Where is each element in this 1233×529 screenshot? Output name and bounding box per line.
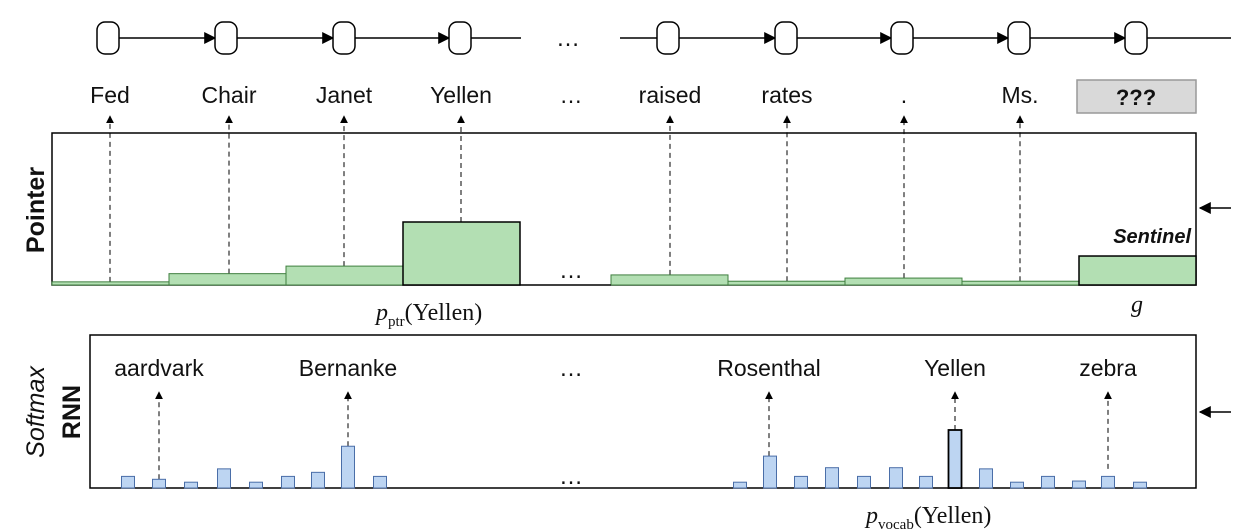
pointer-side-label: Pointer	[22, 167, 50, 253]
vocab-bar	[341, 445, 355, 489]
vocab-bar	[947, 429, 963, 489]
softmax-ellipsis-top: …	[559, 355, 583, 382]
vocab-bar	[281, 475, 295, 489]
query-token-label: ???	[1116, 85, 1156, 110]
rnn-cell	[96, 21, 120, 55]
vocab-bar	[919, 475, 933, 489]
token-label: Chair	[202, 82, 257, 108]
pointer-bar	[402, 221, 521, 286]
pointer-bar	[961, 280, 1080, 286]
pointer-bars	[51, 221, 1197, 286]
pointer-bar	[844, 277, 963, 286]
vocab-bar	[217, 468, 231, 489]
chain-ellipsis: …	[556, 25, 580, 52]
vocab-bars	[121, 429, 1147, 489]
token-label: Janet	[316, 82, 373, 108]
token-label: Ms.	[1001, 82, 1038, 108]
pointer-bar	[610, 274, 729, 286]
gate-label: g	[1131, 292, 1143, 318]
rnn-cell	[656, 21, 680, 55]
rnn-cell	[1007, 21, 1031, 55]
token-label: …	[560, 82, 583, 108]
token-label: rates	[761, 82, 812, 108]
pointer-ellipsis: …	[559, 257, 583, 284]
vocab-bar	[979, 468, 993, 489]
vocab-bar	[373, 475, 387, 489]
vocab-bar	[794, 475, 808, 489]
vocab-bar	[311, 471, 325, 489]
token-label: raised	[639, 82, 702, 108]
query-token-box	[1076, 79, 1197, 114]
pointer-bar	[168, 273, 287, 286]
vocab-prob-label: pvocab(Yellen)	[864, 503, 991, 529]
vocab-bar	[889, 467, 903, 489]
vocab-bar	[763, 455, 777, 489]
pointer-bar	[285, 265, 404, 286]
vocab-word-label: Rosenthal	[717, 355, 821, 381]
vocab-word-label: Bernanke	[299, 355, 397, 381]
token-label: Yellen	[430, 82, 492, 108]
vocab-word-label: zebra	[1079, 355, 1137, 381]
vocab-bar	[1133, 481, 1147, 489]
vocab-word-label: Yellen	[924, 355, 986, 381]
token-label: Fed	[90, 82, 130, 108]
rnn-cell	[332, 21, 356, 55]
rnn-cell	[448, 21, 472, 55]
softmax-ellipsis-bottom: …	[559, 463, 583, 490]
vocab-bar	[1010, 481, 1024, 489]
vocab-bar	[1072, 480, 1086, 489]
vocab-bar	[121, 475, 135, 489]
vocab-bar	[184, 481, 198, 489]
rnn-chain	[96, 21, 1231, 55]
vocab-bar	[825, 467, 839, 489]
vocab-labels: aardvark Bernanke Rosenthal Yellen zebra	[114, 355, 1137, 480]
pointer-panel	[51, 132, 1197, 286]
rnn-cell	[890, 21, 914, 55]
pointer-bar	[727, 280, 846, 286]
pointer-prob-label: pptr(Yellen)	[374, 300, 482, 330]
rnn-cell	[214, 21, 238, 55]
pointer-bar	[51, 281, 170, 286]
token-labels: Fed Chair Janet Yellen … raised rates. Ms.	[90, 82, 1038, 108]
sentinel-label: Sentinel	[1113, 226, 1191, 248]
softmax-panel	[89, 334, 1197, 489]
softmax-side-label: Softmax	[22, 365, 50, 458]
sentinel-bar	[1078, 255, 1197, 286]
vocab-bar	[152, 478, 166, 489]
pointer-arrows	[106, 115, 1024, 282]
token-label: .	[901, 82, 907, 108]
vocab-word-label: aardvark	[114, 355, 204, 381]
vocab-bar	[249, 481, 263, 489]
vocab-bar	[857, 475, 871, 489]
vocab-bar	[1101, 475, 1115, 489]
vocab-bar	[1041, 475, 1055, 489]
rnn-cell	[1124, 21, 1148, 55]
rnn-cell	[774, 21, 798, 55]
vocab-bar	[733, 481, 747, 489]
rnn-side-label: RNN	[58, 385, 86, 439]
